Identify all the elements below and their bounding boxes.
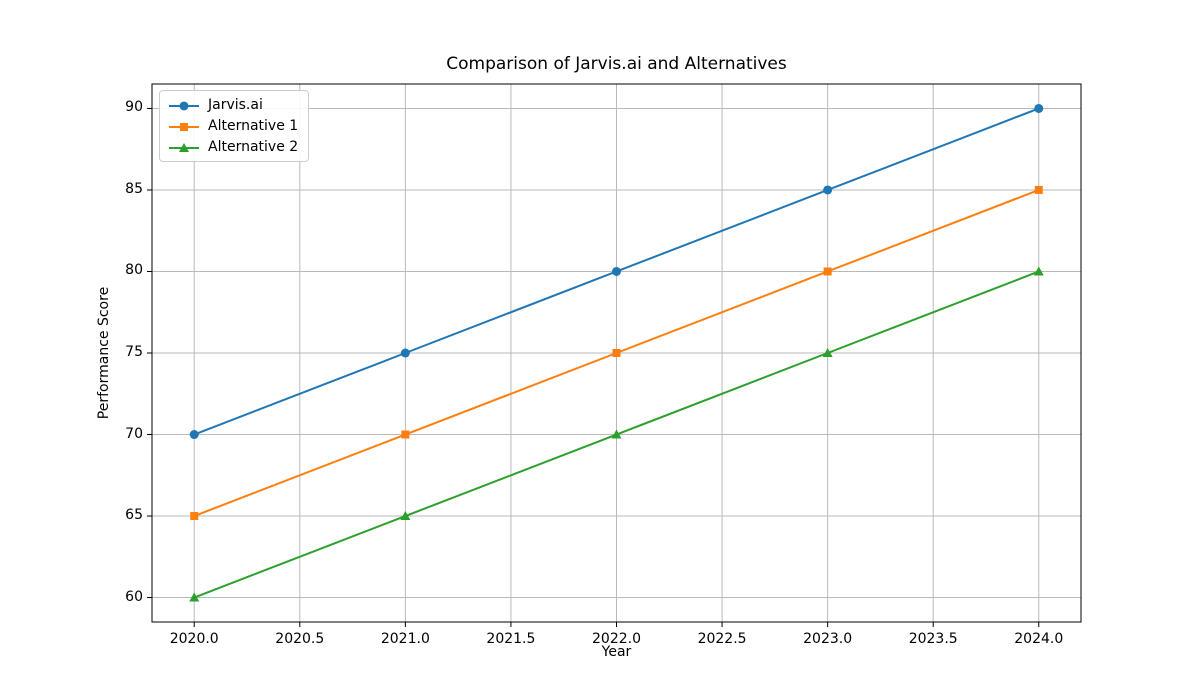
x-tick-label: 2021.5 xyxy=(486,631,536,647)
data-point-circle xyxy=(400,348,410,358)
y-tick-label: 80 xyxy=(125,262,143,279)
y-tick-label: 70 xyxy=(125,425,143,442)
x-tick-label: 2024.0 xyxy=(1014,631,1064,647)
data-point-triangle xyxy=(822,348,833,357)
x-tick-label: 2021.0 xyxy=(380,631,430,647)
data-point-triangle xyxy=(1033,266,1044,276)
plot-border xyxy=(151,83,1082,623)
legend-sample-triangle-icon xyxy=(168,140,200,154)
x-tick-label: 2023.5 xyxy=(908,631,958,647)
data-point-circle xyxy=(823,185,833,195)
data-point-square xyxy=(823,267,832,276)
x-tick-label: 2023.0 xyxy=(803,631,853,647)
legend-label: Alternative 2 xyxy=(208,139,299,155)
data-point-circle xyxy=(189,430,199,440)
y-tick-label: 85 xyxy=(125,180,143,197)
x-tick-label: 2020.0 xyxy=(169,631,219,647)
data-point-triangle xyxy=(611,429,622,439)
y-tick-label: 65 xyxy=(125,507,143,524)
legend-sample-circle-icon xyxy=(168,98,200,112)
legend-item: Alternative 1 xyxy=(168,118,298,134)
legend-item: Jarvis.ai xyxy=(168,97,298,113)
data-point-square xyxy=(612,349,621,357)
legend-item: Alternative 2 xyxy=(168,139,298,155)
data-point-square xyxy=(190,512,199,521)
x-tick-label: 2020.5 xyxy=(275,631,325,647)
x-tick-label: 2022.0 xyxy=(592,631,641,647)
data-point-triangle xyxy=(189,592,200,602)
y-tick-label: 75 xyxy=(125,344,143,360)
legend-sample-square-icon xyxy=(168,119,200,133)
data-point-triangle xyxy=(400,511,411,521)
legend-label: Jarvis.ai xyxy=(208,97,263,113)
data-point-circle xyxy=(612,266,621,276)
y-tick-label: 60 xyxy=(125,588,143,605)
y-tick-label: 90 xyxy=(125,99,143,116)
legend: Jarvis.ai Alternative 1 Alternative 2 xyxy=(159,90,310,162)
data-point-circle xyxy=(1034,103,1044,113)
x-tick-label: 2022.5 xyxy=(697,631,747,647)
legend-label: Alternative 1 xyxy=(208,118,299,134)
data-point-square xyxy=(401,430,410,439)
data-point-square xyxy=(1034,185,1043,194)
x-axis-label: Year xyxy=(601,644,632,660)
chart-title: Comparison of Jarvis.ai and Alternatives xyxy=(446,54,787,74)
